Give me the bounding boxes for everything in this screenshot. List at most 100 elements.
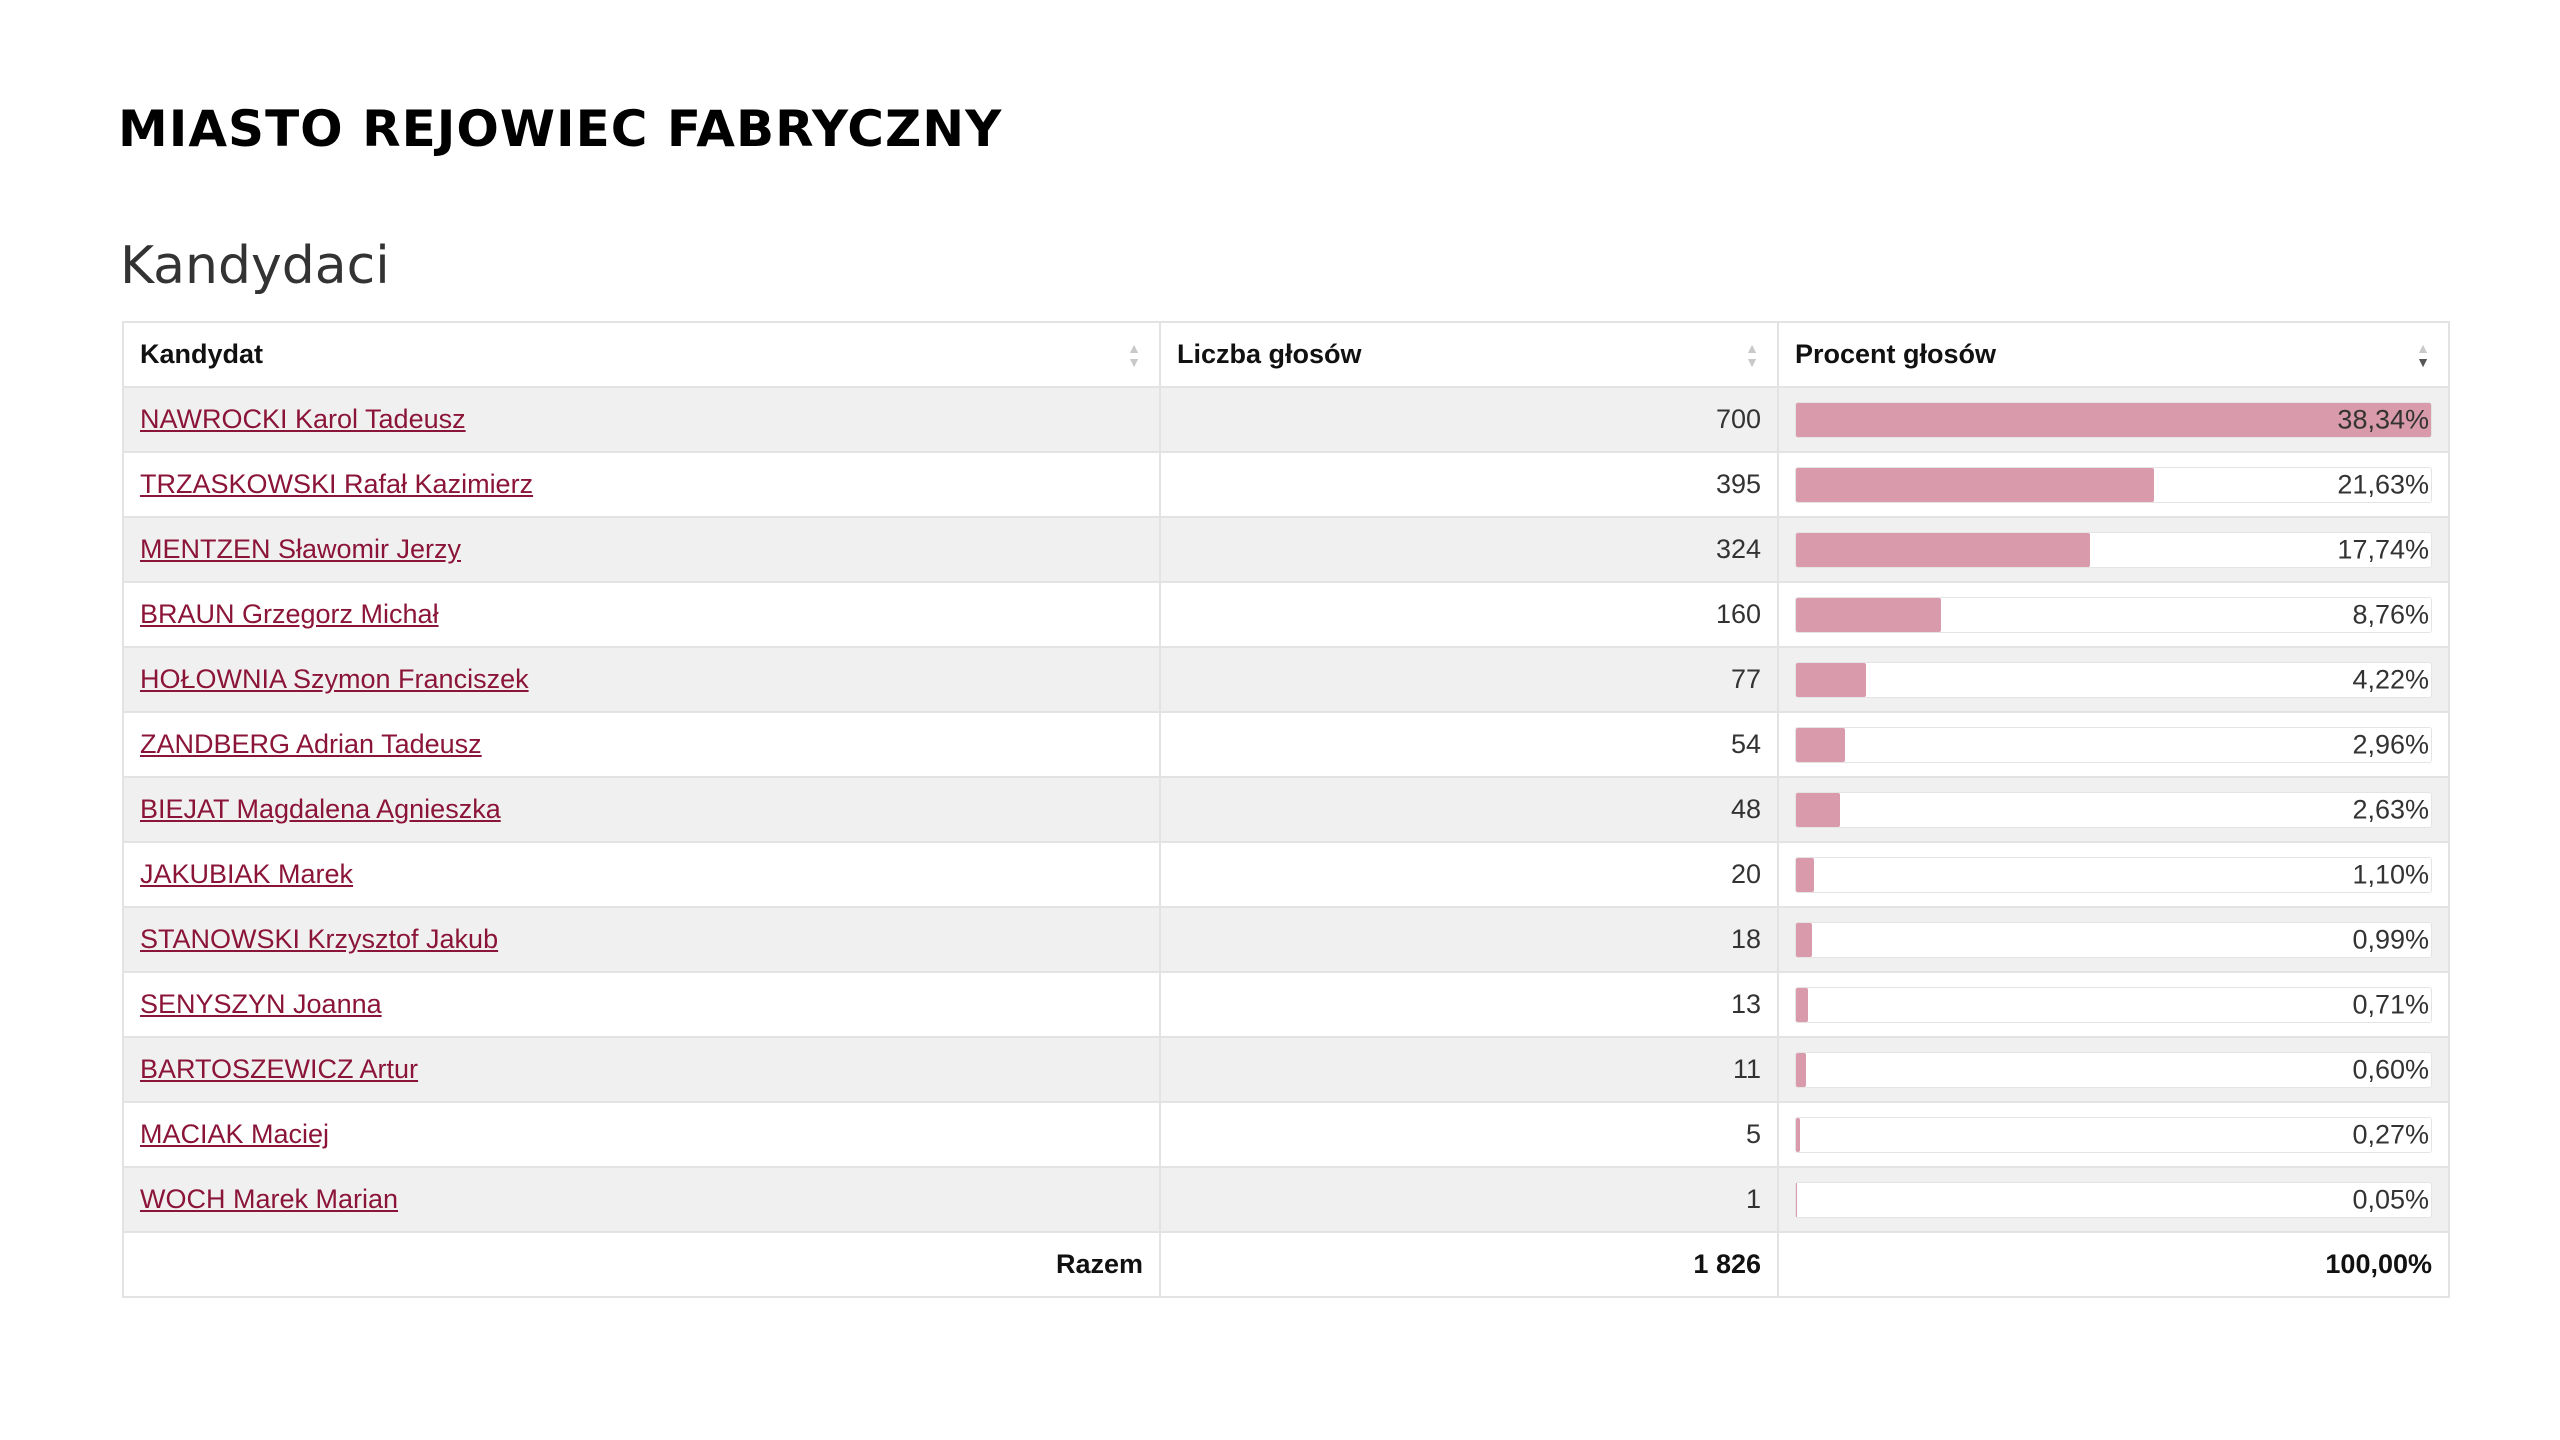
table-row: JAKUBIAK Marek 20 1,10% (122, 841, 2450, 908)
votes-cell: 20 (1159, 841, 1779, 908)
percent-bar-fill (1796, 922, 1813, 957)
votes-column-header[interactable]: Liczba głosów ▲ ▼ (1159, 321, 1779, 388)
candidate-link[interactable]: WOCH Marek Marian (140, 1184, 399, 1214)
table-row: MENTZEN Sławomir Jerzy 324 17,74% (122, 516, 2450, 583)
candidate-cell: TRZASKOWSKI Rafał Kazimierz (122, 451, 1161, 518)
total-percent: 100,00% (1777, 1231, 2450, 1298)
section-title: Kandydaci (120, 236, 390, 296)
percent-bar-fill (1796, 987, 1808, 1022)
sort-both-icon[interactable]: ▲ ▼ (1745, 339, 1759, 370)
percent-label: 21,63% (2337, 469, 2429, 499)
percent-bar-fill (1796, 1052, 1806, 1087)
total-label: Razem (122, 1231, 1161, 1298)
votes-cell: 11 (1159, 1036, 1779, 1103)
candidate-link[interactable]: ZANDBERG Adrian Tadeusz (140, 729, 482, 759)
candidate-link[interactable]: BRAUN Grzegorz Michał (140, 599, 439, 629)
table-row: BRAUN Grzegorz Michał 160 8,76% (122, 581, 2450, 648)
percent-label: 0,71% (2352, 989, 2429, 1019)
candidate-cell: HOŁOWNIA Szymon Franciszek (122, 646, 1161, 713)
table-body: NAWROCKI Karol Tadeusz 700 38,34% TRZASK… (122, 386, 2450, 1233)
percent-bar-fill (1796, 402, 2431, 437)
percent-bar-fill (1796, 792, 1840, 827)
votes-cell: 700 (1159, 386, 1779, 453)
sort-both-icon[interactable]: ▲ ▼ (1127, 339, 1141, 370)
percent-cell: 21,63% (1777, 451, 2450, 518)
percent-bar-fill (1796, 727, 1846, 762)
percent-column-header[interactable]: Procent głosów ▲ ▼ (1777, 321, 2450, 388)
table-row: MACIAK Maciej 5 0,27% (122, 1101, 2450, 1168)
percent-bar-fill (1796, 857, 1815, 892)
votes-cell: 395 (1159, 451, 1779, 518)
percent-bar: 38,34% (1795, 401, 2432, 438)
percent-bar-fill (1796, 467, 2155, 502)
candidate-cell: SENYSZYN Joanna (122, 971, 1161, 1038)
candidate-link[interactable]: NAWROCKI Karol Tadeusz (140, 404, 466, 434)
candidate-link[interactable]: SENYSZYN Joanna (140, 989, 382, 1019)
candidate-column-header[interactable]: Kandydat ▲ ▼ (122, 321, 1161, 388)
page-title: MIASTO REJOWIEC FABRYCZNY (118, 100, 1003, 158)
candidates-table: Kandydat ▲ ▼ Liczba głosów ▲ ▼ Procent gło… (122, 321, 2450, 1298)
percent-label: 0,60% (2352, 1054, 2429, 1084)
percent-label: 0,27% (2352, 1119, 2429, 1149)
candidate-link[interactable]: MENTZEN Sławomir Jerzy (140, 534, 462, 564)
votes-cell: 160 (1159, 581, 1779, 648)
percent-cell: 0,05% (1777, 1166, 2450, 1233)
percent-bar-fill (1796, 1182, 1797, 1217)
candidate-header-label: Kandydat (140, 339, 264, 369)
percent-bar: 0,27% (1795, 1116, 2432, 1153)
percent-label: 0,05% (2352, 1184, 2429, 1214)
candidate-link[interactable]: HOŁOWNIA Szymon Franciszek (140, 664, 529, 694)
percent-bar: 21,63% (1795, 466, 2432, 503)
candidate-link[interactable]: TRZASKOWSKI Rafał Kazimierz (140, 469, 534, 499)
percent-label: 0,99% (2352, 924, 2429, 954)
candidate-cell: BRAUN Grzegorz Michał (122, 581, 1161, 648)
candidate-cell: BARTOSZEWICZ Artur (122, 1036, 1161, 1103)
candidate-link[interactable]: JAKUBIAK Marek (140, 859, 354, 889)
percent-cell: 2,63% (1777, 776, 2450, 843)
table-row: STANOWSKI Krzysztof Jakub 18 0,99% (122, 906, 2450, 973)
percent-label: 2,63% (2352, 794, 2429, 824)
candidate-link[interactable]: STANOWSKI Krzysztof Jakub (140, 924, 499, 954)
votes-cell: 18 (1159, 906, 1779, 973)
candidate-cell: MACIAK Maciej (122, 1101, 1161, 1168)
votes-cell: 77 (1159, 646, 1779, 713)
votes-cell: 13 (1159, 971, 1779, 1038)
percent-bar: 4,22% (1795, 661, 2432, 698)
candidate-cell: ZANDBERG Adrian Tadeusz (122, 711, 1161, 778)
votes-cell: 54 (1159, 711, 1779, 778)
percent-cell: 0,27% (1777, 1101, 2450, 1168)
candidate-link[interactable]: BIEJAT Magdalena Agnieszka (140, 794, 501, 824)
votes-cell: 5 (1159, 1101, 1779, 1168)
sort-desc-icon[interactable]: ▲ ▼ (2416, 339, 2430, 370)
table-row: BARTOSZEWICZ Artur 11 0,60% (122, 1036, 2450, 1103)
percent-label: 8,76% (2352, 599, 2429, 629)
percent-bar: 0,99% (1795, 921, 2432, 958)
percent-cell: 0,60% (1777, 1036, 2450, 1103)
percent-cell: 0,99% (1777, 906, 2450, 973)
candidate-cell: NAWROCKI Karol Tadeusz (122, 386, 1161, 453)
percent-bar: 0,05% (1795, 1181, 2432, 1218)
percent-bar: 0,71% (1795, 986, 2432, 1023)
percent-label: 17,74% (2337, 534, 2429, 564)
percent-cell: 8,76% (1777, 581, 2450, 648)
candidate-cell: BIEJAT Magdalena Agnieszka (122, 776, 1161, 843)
total-votes: 1 826 (1159, 1231, 1779, 1298)
candidate-cell: STANOWSKI Krzysztof Jakub (122, 906, 1161, 973)
percent-bar: 2,96% (1795, 726, 2432, 763)
candidate-link[interactable]: MACIAK Maciej (140, 1119, 330, 1149)
percent-bar: 1,10% (1795, 856, 2432, 893)
votes-header-label: Liczba głosów (1177, 339, 1362, 369)
percent-cell: 2,96% (1777, 711, 2450, 778)
percent-bar: 2,63% (1795, 791, 2432, 828)
percent-bar-fill (1796, 1117, 1801, 1152)
percent-cell: 17,74% (1777, 516, 2450, 583)
votes-cell: 324 (1159, 516, 1779, 583)
percent-label: 38,34% (2337, 404, 2429, 434)
candidate-cell: MENTZEN Sławomir Jerzy (122, 516, 1161, 583)
candidate-link[interactable]: BARTOSZEWICZ Artur (140, 1054, 419, 1084)
table-row: TRZASKOWSKI Rafał Kazimierz 395 21,63% (122, 451, 2450, 518)
percent-bar: 0,60% (1795, 1051, 2432, 1088)
percent-bar: 8,76% (1795, 596, 2432, 633)
percent-cell: 38,34% (1777, 386, 2450, 453)
votes-cell: 1 (1159, 1166, 1779, 1233)
